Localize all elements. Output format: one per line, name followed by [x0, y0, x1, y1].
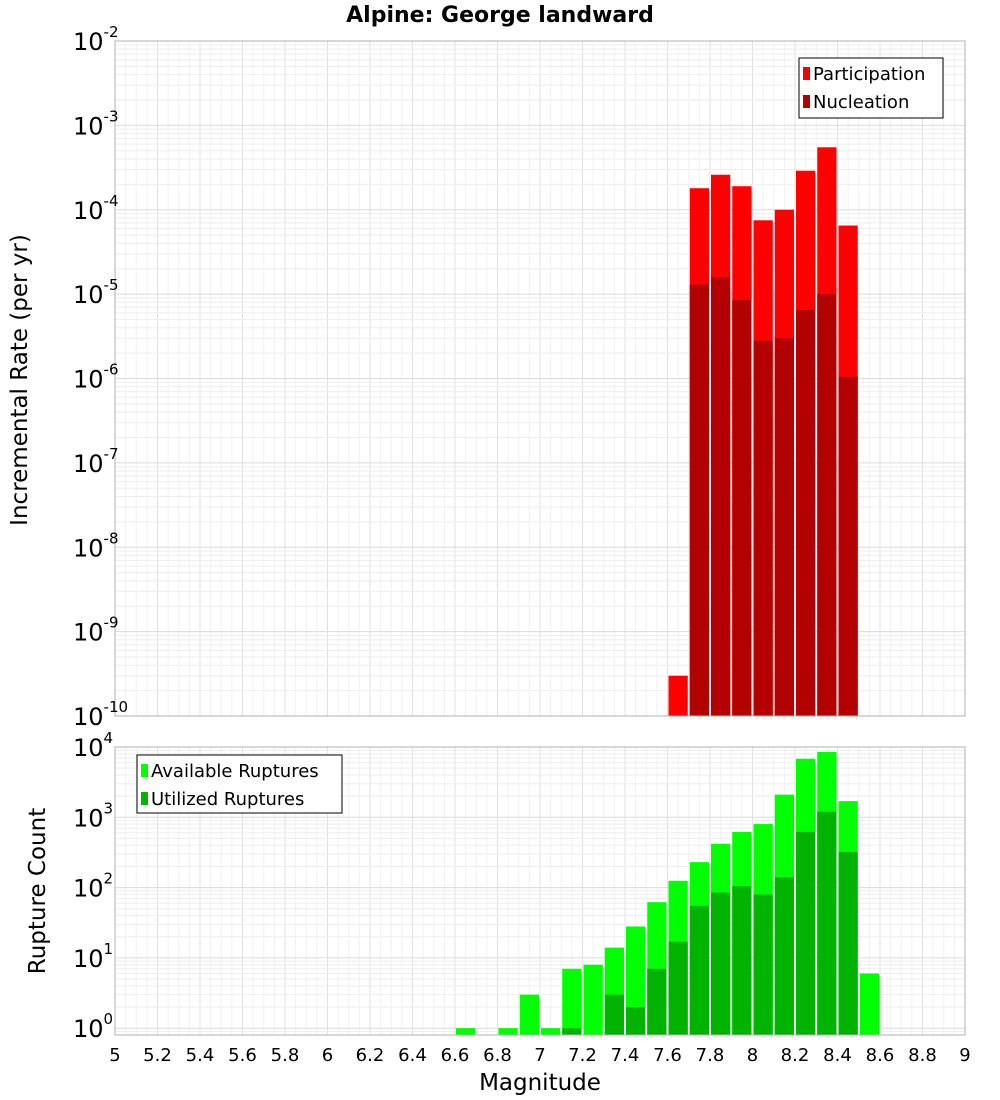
count-bar-available-ruptures [519, 994, 539, 1035]
magnitude-x-ticks: 5 5.2 5.4 5.6 5.8 6 6.2 6.4 6.6 6.8 7 7.2 7.4 7.6 7.8 8… [109, 1045, 970, 1066]
rate-bars [668, 147, 858, 717]
magnitude-x-tick-label: 6 [322, 1045, 333, 1066]
rate-bar-nucleation [753, 340, 773, 716]
magnitude-x-tick-label: 5.2 [143, 1045, 172, 1066]
rate-bar-nucleation [796, 309, 816, 716]
rate-y-ticks: 10-10 10-9 10-8 10-7 10-6 10-5 10-4 10-3 10-2 [73, 23, 128, 731]
count-bar-utilized-ruptures [689, 905, 709, 1035]
count-bar-utilized-ruptures [668, 941, 688, 1035]
rate-bar-nucleation [732, 300, 752, 716]
count-bar-available-ruptures [583, 964, 603, 1035]
rate-y-tick-label: 10-7 [73, 445, 119, 478]
magnitude-x-tick-label: 7 [534, 1045, 545, 1066]
count-legend-label: Available Ruptures [151, 761, 319, 782]
count-y-ticks: 100 101 102 103 104 [73, 729, 113, 1043]
count-legend-label: Utilized Ruptures [151, 789, 304, 810]
count-panel: 100 101 102 103 104 5 5.2 5.4 5.6 5.8 6 6.2 6.4 6.6 6… [25, 729, 971, 1096]
count-bar-available-ruptures [498, 1028, 518, 1035]
count-bar-utilized-ruptures [604, 994, 624, 1035]
count-legend-swatch [141, 764, 148, 777]
magnitude-x-tick-label: 7.2 [568, 1045, 597, 1066]
rate-bar-nucleation [689, 284, 709, 716]
magnitude-x-tick-label: 5.8 [271, 1045, 300, 1066]
count-y-axis-label: Rupture Count [25, 808, 51, 974]
magnitude-x-tick-label: 5.4 [186, 1045, 215, 1066]
rate-y-tick-label: 10-4 [73, 192, 119, 225]
magnitude-x-tick-label: 8.4 [823, 1045, 852, 1066]
rate-y-axis-label: Incremental Rate (per yr) [7, 234, 33, 526]
rate-y-tick-label: 10-6 [73, 361, 119, 394]
magnitude-x-tick-label: 6.6 [441, 1045, 470, 1066]
count-y-tick-label: 102 [73, 870, 113, 903]
count-y-tick-label: 101 [73, 940, 113, 973]
rate-bar-nucleation [711, 276, 731, 716]
magnitude-x-tick-label: 6.4 [398, 1045, 427, 1066]
magnitude-x-axis-label: Magnitude [479, 1070, 601, 1096]
magnitude-x-tick-label: 6.8 [483, 1045, 512, 1066]
rate-legend-label: Nucleation [813, 92, 909, 113]
magnitude-x-tick-label: 8.6 [866, 1045, 895, 1066]
rate-y-tick-label: 10-10 [73, 698, 128, 731]
rate-grid [115, 41, 965, 716]
count-plot-frame [114, 746, 966, 1036]
count-bar-available-ruptures [541, 1028, 561, 1035]
count-bar-utilized-ruptures [838, 852, 858, 1035]
rate-panel: 10-10 10-9 10-8 10-7 10-6 10-5 10-4 10-3 10-2 Al… [7, 3, 966, 731]
magnitude-x-tick-label: 7.6 [653, 1045, 682, 1066]
count-bar-utilized-ruptures [774, 877, 794, 1035]
count-legend-swatch [141, 792, 148, 805]
magnitude-x-tick-label: 9 [959, 1045, 970, 1066]
rate-legend-swatch [803, 67, 810, 80]
count-bar-utilized-ruptures [817, 811, 837, 1035]
magnitude-x-tick-label: 7.4 [611, 1045, 640, 1066]
rate-y-tick-label: 10-9 [73, 614, 119, 647]
rate-legend: Participation Nucleation [798, 57, 944, 119]
rate-legend-label: Participation [813, 64, 925, 85]
count-bar-utilized-ruptures [562, 1028, 582, 1035]
count-bar-utilized-ruptures [647, 968, 667, 1035]
rate-plot-frame [114, 40, 966, 717]
rate-bar-nucleation [774, 338, 794, 716]
rate-bar-participation [668, 675, 688, 716]
magnitude-x-tick-label: 8 [747, 1045, 758, 1066]
magnitude-x-tick-label: 6.2 [356, 1045, 385, 1066]
rate-bar-nucleation [838, 376, 858, 716]
rate-y-tick-label: 10-2 [73, 23, 119, 56]
magnitude-x-tick-label: 5.6 [228, 1045, 257, 1066]
rate-y-tick-label: 10-5 [73, 276, 119, 309]
count-bar-available-ruptures [456, 1028, 476, 1035]
count-legend-box [136, 754, 343, 814]
count-bar-utilized-ruptures [711, 892, 731, 1035]
magnitude-x-tick-label: 5 [109, 1045, 120, 1066]
count-bar-utilized-ruptures [732, 886, 752, 1035]
count-y-tick-label: 100 [73, 1010, 113, 1043]
magnitude-x-tick-label: 7.8 [696, 1045, 725, 1066]
chart-title: Alpine: George landward [346, 3, 654, 28]
count-bars [456, 751, 879, 1035]
count-y-tick-label: 104 [73, 729, 113, 762]
count-bar-utilized-ruptures [796, 831, 816, 1035]
rate-legend-box [798, 57, 944, 119]
magnitude-x-tick-label: 8.8 [908, 1045, 937, 1066]
rate-y-tick-label: 10-8 [73, 529, 119, 562]
rate-legend-swatch [803, 95, 810, 108]
rate-y-tick-label: 10-3 [73, 107, 119, 140]
count-legend: Available Ruptures Utilized Ruptures [136, 754, 343, 814]
count-y-tick-label: 103 [73, 799, 113, 832]
magnitude-x-tick-label: 8.2 [781, 1045, 810, 1066]
count-bar-utilized-ruptures [626, 1007, 646, 1035]
count-bar-utilized-ruptures [753, 894, 773, 1035]
count-bar-available-ruptures [859, 973, 879, 1035]
count-bar-available-ruptures [562, 968, 582, 1035]
rate-bar-nucleation [817, 294, 837, 716]
